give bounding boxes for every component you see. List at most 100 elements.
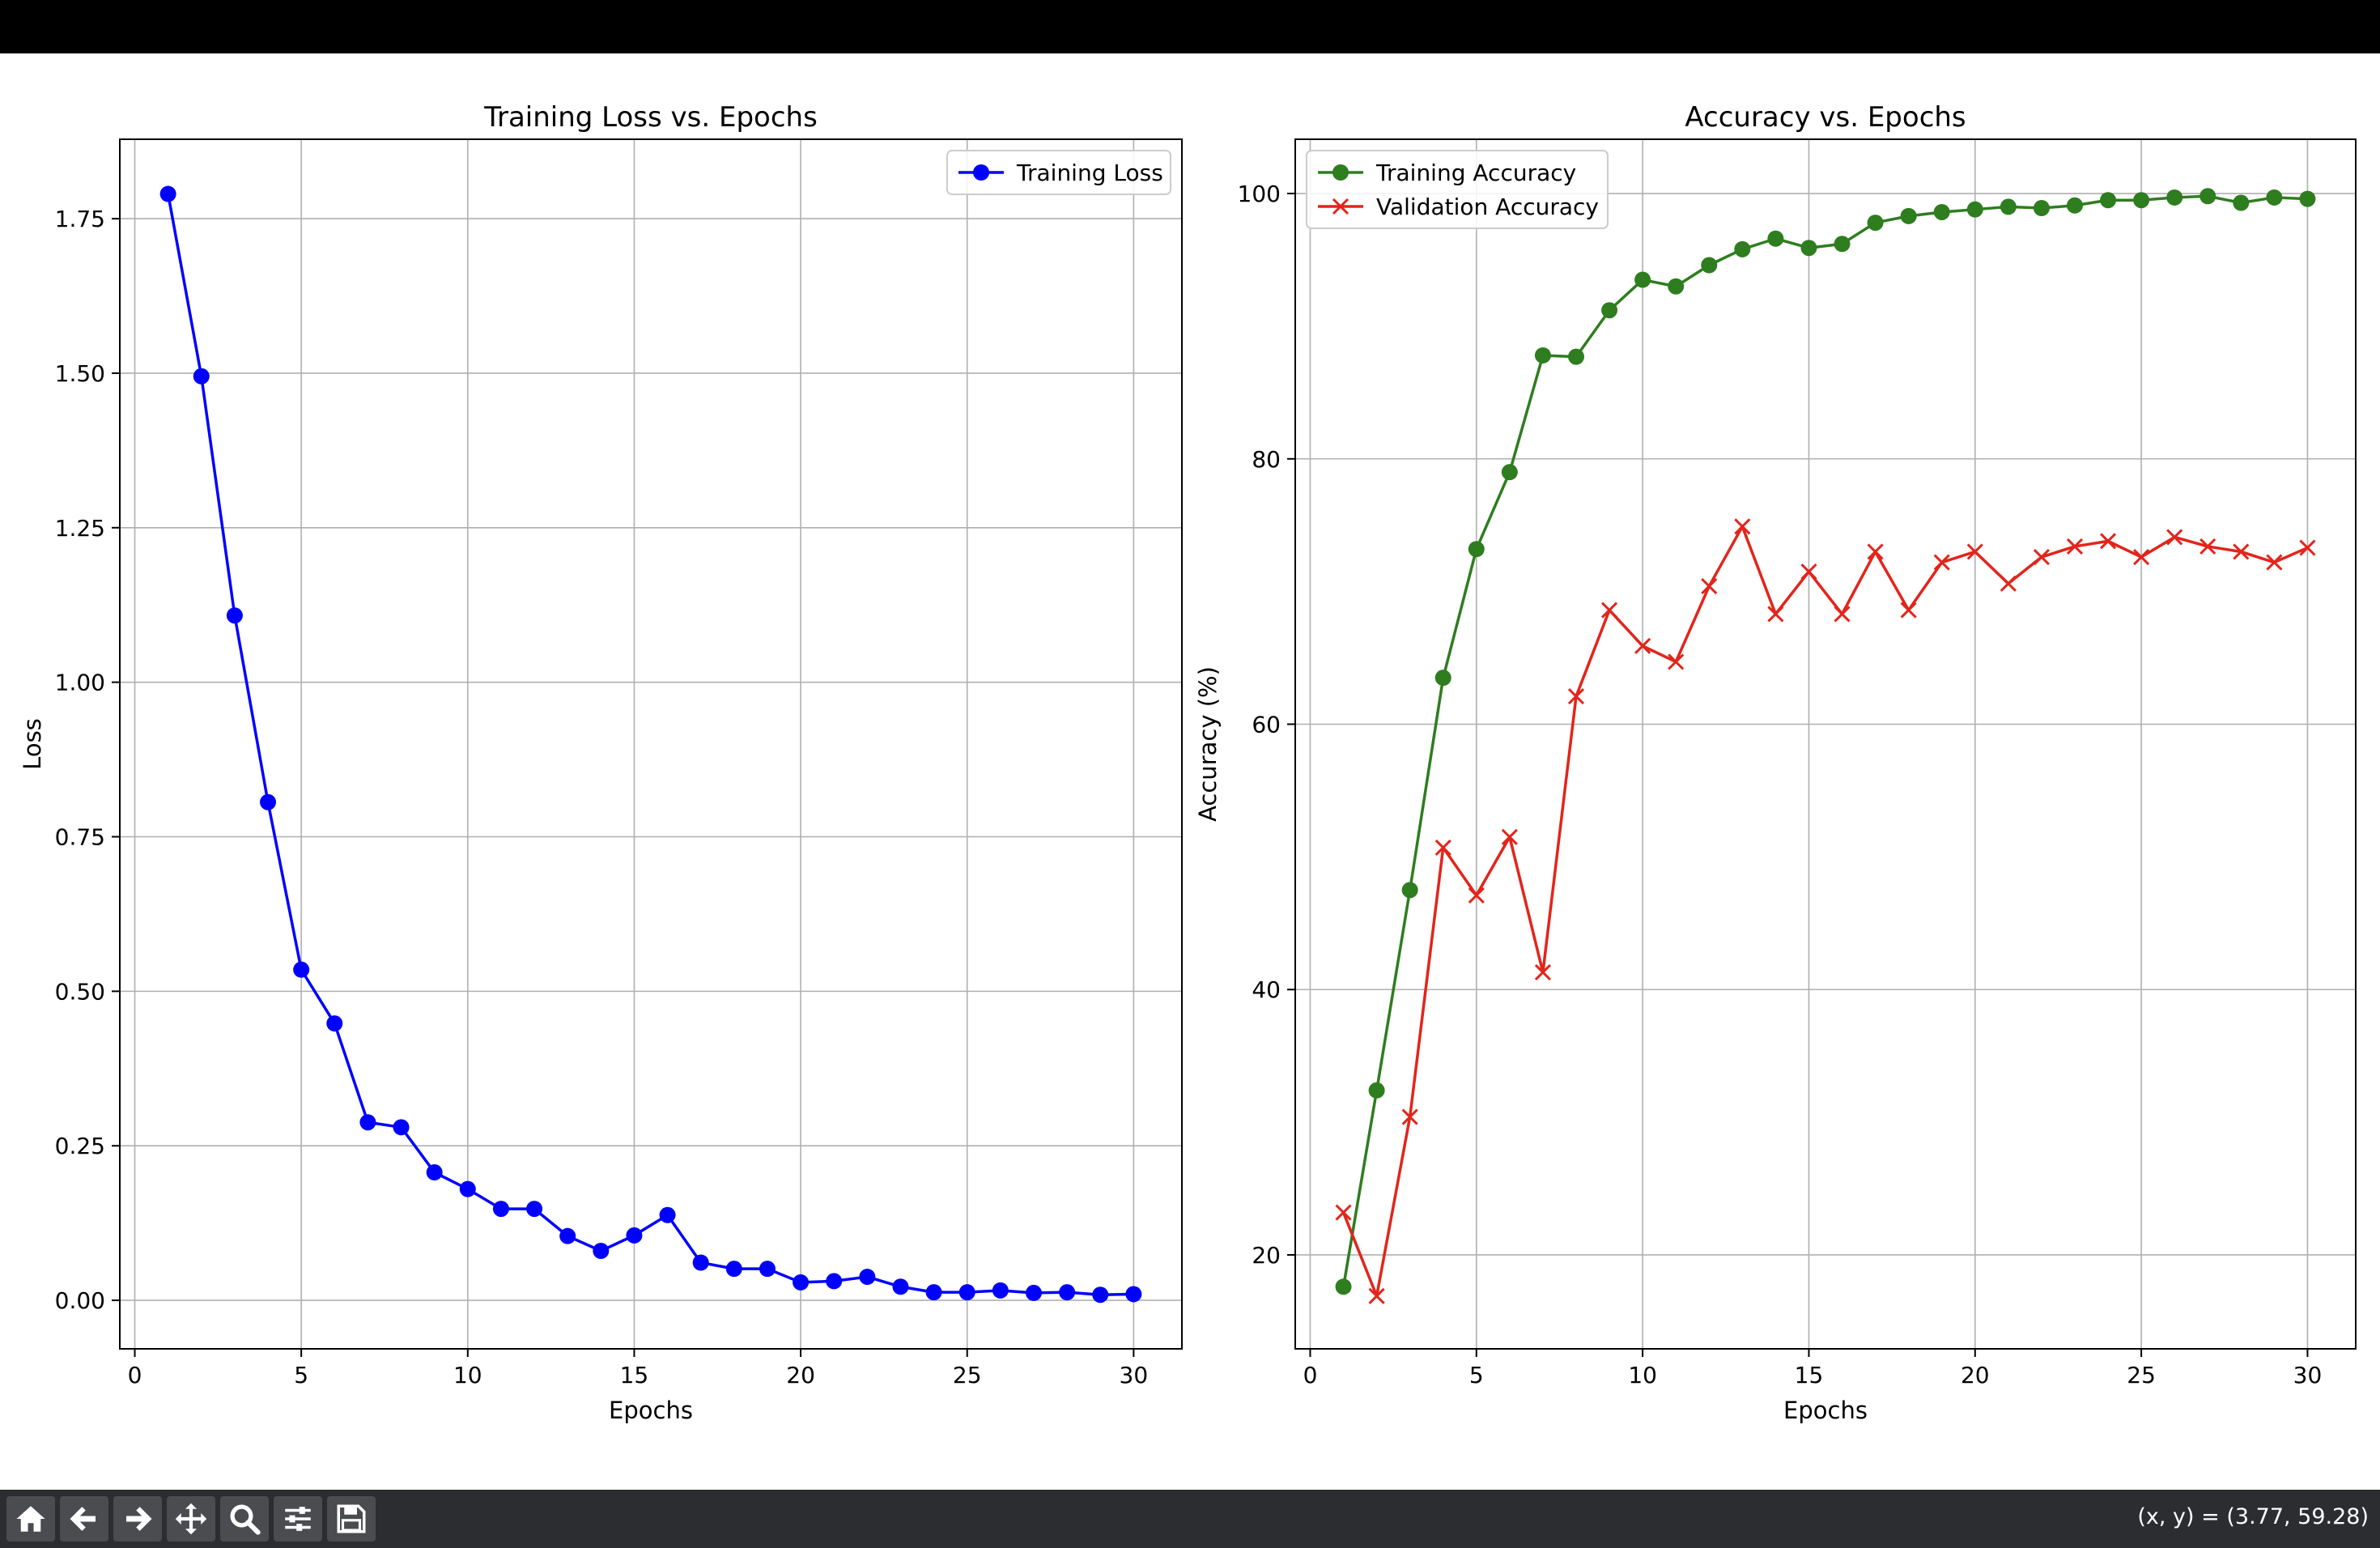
zoom-icon [230,1504,261,1535]
data-point [2199,188,2216,205]
x-tick-label: 25 [2127,1362,2156,1389]
y-tick-label: 0.75 [55,824,105,851]
data-point [393,1119,410,1136]
data-point [2166,529,2183,546]
series-1 [159,185,1142,1303]
navigation-toolbar: (x, y) = (3.77, 59.28) [0,1490,2380,1548]
data-point [559,1227,576,1244]
back-button[interactable] [60,1496,108,1542]
series-2 [1335,518,2316,1304]
y-tick-label: 80 [1252,446,1281,473]
zoom-button[interactable] [220,1496,269,1542]
data-point [2066,538,2084,555]
y-tick-label: 0.00 [55,1287,105,1314]
data-point [426,1164,443,1181]
x-tick-label: 20 [786,1362,815,1389]
x-tick-label: 0 [1303,1362,1318,1389]
x-tick-label: 10 [453,1362,482,1389]
pan-button[interactable] [167,1496,215,1542]
data-point [2266,189,2283,206]
data-point [593,1242,610,1259]
data-point [2033,548,2050,566]
y-tick-label: 0.50 [55,978,105,1005]
data-point [1701,257,1718,274]
home-button[interactable] [6,1496,55,1542]
data-point [826,1273,843,1290]
configure-subplots-button[interactable] [274,1496,322,1542]
data-point [692,1254,709,1271]
data-point [793,1274,810,1291]
forward-arrow-icon [126,1507,152,1531]
data-point [1401,882,1418,899]
data-point [992,1282,1009,1299]
series-line [1341,525,2309,1298]
data-point [1335,1204,1352,1221]
data-point [2233,194,2250,211]
data-point [1900,207,1917,224]
legend-label: Training Accuracy [1375,159,1576,186]
y-tick-label: 0.25 [55,1133,105,1159]
legend-box [946,150,1171,195]
data-point [2199,538,2216,555]
chart-2: 0 5 10 15 20 25 30 20 40 60 80 100 Accuracy vs. Epoc… [1194,101,2357,1424]
chart-1: 0 5 10 15 20 25 30 0.00 0.25 0.50 0.75 1.00 1.25 1.50… [19,101,1183,1424]
forward-button[interactable] [113,1496,162,1542]
data-point [2133,548,2150,566]
data-point [1434,670,1451,687]
y-axis-label: Accuracy (%) [1194,666,1222,822]
save-button[interactable] [327,1496,376,1542]
data-point [193,368,210,385]
data-point [1800,240,1817,257]
legend-label: Validation Accuracy [1376,194,1599,220]
x-axis-label: Epochs [609,1397,693,1424]
data-point [1634,271,1651,288]
x-tick-label: 30 [2293,1362,2323,1389]
data-point [492,1201,509,1218]
data-point [1867,215,1884,232]
charts-svg: 0 5 10 15 20 25 30 0.00 0.25 0.50 0.75 1.00 1.25 1.50… [19,101,2357,1424]
series-line [1341,194,2308,1287]
data-point [1900,602,1917,619]
data-point [2299,190,2316,207]
x-tick-label: 30 [1120,1362,1149,1389]
data-point [1867,543,1884,560]
data-point [1933,554,1950,571]
data-point [2033,200,2050,217]
y-tick-label: 60 [1252,712,1281,738]
data-point [1734,240,1751,257]
data-point [1534,347,1551,364]
window-title-bar [0,0,2380,53]
data-point [925,1284,942,1301]
legend-box [1306,150,1609,229]
x-tick-label: 15 [1795,1362,1824,1389]
data-point [2100,192,2117,209]
chart-title: Training Loss vs. Epochs [483,101,818,134]
x-tick-label: 10 [1628,1362,1657,1389]
data-point [2099,533,2117,550]
data-point [1059,1284,1076,1301]
x-tick-label: 5 [1469,1362,1484,1389]
data-point [226,607,243,624]
data-point [1734,518,1751,535]
data-point [459,1180,476,1197]
data-point [2299,539,2316,556]
data-point [1767,230,1784,247]
data-point [958,1284,975,1301]
legend: Training Loss [946,150,1171,195]
data-point [859,1269,876,1286]
data-point [1701,578,1718,595]
y-tick-label: 100 [1238,181,1281,207]
configure-subplots-icon [285,1507,311,1531]
plot-frame [119,138,1183,1350]
data-point [1634,637,1651,654]
data-point [659,1206,676,1223]
y-tick-label: 1.25 [55,515,105,542]
y-tick-label: 40 [1252,976,1281,1003]
data-point [1601,302,1618,319]
coordinate-readout: (x, y) = (3.77, 59.28) [2137,1504,2369,1529]
data-point [1568,348,1585,365]
data-point [1335,1278,1352,1295]
figure-canvas[interactable]: 0 5 10 15 20 25 30 0.00 0.25 0.50 0.75 1.00 1.25 1.50… [0,53,2380,1490]
data-point [326,1015,343,1032]
data-point [1567,688,1585,705]
